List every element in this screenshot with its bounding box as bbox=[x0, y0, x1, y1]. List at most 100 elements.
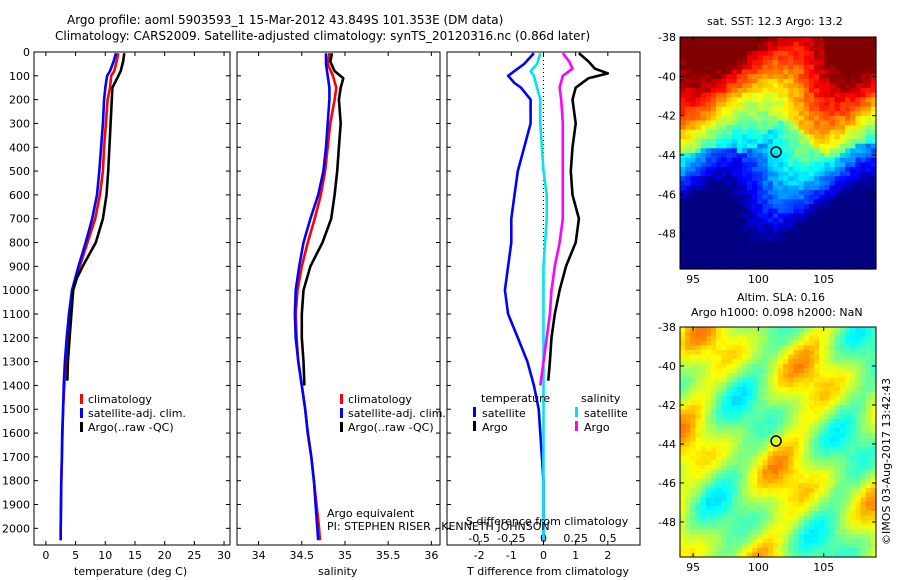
map-cell bbox=[710, 405, 717, 411]
map-cell bbox=[783, 222, 789, 228]
map-cell bbox=[788, 345, 795, 351]
map-cell bbox=[855, 185, 862, 191]
map-cell bbox=[747, 377, 753, 383]
map-cell bbox=[752, 455, 758, 461]
map-cell bbox=[716, 148, 722, 154]
map-cell bbox=[855, 492, 862, 498]
map-cell bbox=[710, 162, 717, 168]
map-cell bbox=[705, 520, 712, 526]
map-cell bbox=[778, 115, 784, 122]
map-cell bbox=[716, 386, 722, 392]
map-cell bbox=[865, 492, 872, 498]
map-cell bbox=[860, 74, 867, 80]
map-cell bbox=[700, 400, 707, 406]
map-cell bbox=[690, 446, 697, 452]
map-cell bbox=[860, 125, 867, 131]
map-cell bbox=[747, 143, 753, 149]
map-cell bbox=[834, 69, 841, 75]
map-cell bbox=[778, 386, 784, 392]
map-cell bbox=[808, 176, 815, 182]
map-cell bbox=[680, 101, 686, 108]
map-cell bbox=[798, 129, 805, 136]
map-cell bbox=[850, 245, 856, 252]
map-cell bbox=[695, 213, 702, 219]
map-cell bbox=[829, 125, 836, 131]
map-cell bbox=[757, 37, 764, 43]
map-cell bbox=[829, 46, 836, 52]
map-cell bbox=[700, 213, 707, 219]
map-cell bbox=[731, 194, 738, 200]
map-cell bbox=[736, 437, 743, 443]
map-cell bbox=[690, 204, 697, 210]
map-cell bbox=[685, 190, 691, 196]
map-cell bbox=[752, 340, 758, 346]
map-cell bbox=[793, 74, 800, 80]
map-cell bbox=[700, 41, 707, 47]
map-cell bbox=[778, 520, 784, 526]
map-cell bbox=[798, 469, 805, 475]
map-cell bbox=[680, 405, 686, 411]
map-cell bbox=[834, 354, 841, 360]
map-cell bbox=[778, 208, 784, 214]
map-cell bbox=[845, 264, 851, 270]
map-cell bbox=[695, 331, 702, 337]
map-cell bbox=[705, 386, 712, 392]
map-cell bbox=[855, 255, 862, 261]
map-cell bbox=[752, 180, 758, 187]
map-cell bbox=[865, 148, 872, 154]
map-cell bbox=[783, 134, 789, 140]
map-cell bbox=[700, 129, 707, 136]
map-cell bbox=[788, 419, 795, 425]
map-cell bbox=[845, 386, 851, 392]
map-cell bbox=[803, 340, 810, 346]
map-cell bbox=[803, 111, 810, 117]
map-cell bbox=[767, 359, 774, 365]
map-cell bbox=[834, 213, 841, 219]
map-cell bbox=[767, 194, 774, 200]
map-cell bbox=[716, 515, 722, 521]
map-cell bbox=[850, 336, 856, 342]
map-cell bbox=[865, 414, 872, 420]
x2tick-label: 0.25 bbox=[563, 532, 588, 545]
map-cell bbox=[726, 166, 733, 173]
map-cell bbox=[690, 83, 697, 89]
map-cell bbox=[860, 37, 867, 43]
map-cell bbox=[778, 134, 784, 140]
map-cell bbox=[860, 488, 867, 494]
map-cell bbox=[824, 520, 831, 526]
map-cell bbox=[752, 419, 758, 425]
map-cell bbox=[705, 488, 712, 494]
map-cell bbox=[772, 506, 779, 512]
map-cell bbox=[726, 409, 733, 415]
map-cell bbox=[839, 55, 846, 61]
map-cell bbox=[788, 217, 795, 224]
map-cell bbox=[814, 125, 820, 131]
map-cell bbox=[741, 60, 748, 66]
map-cell bbox=[721, 217, 728, 224]
map-cell bbox=[762, 382, 769, 388]
map-cell bbox=[700, 524, 707, 530]
map-cell bbox=[793, 180, 800, 187]
map-cell bbox=[803, 101, 810, 108]
map-cell bbox=[793, 368, 800, 374]
map-cell bbox=[736, 176, 743, 182]
map-cell bbox=[808, 474, 815, 480]
map-cell bbox=[680, 354, 686, 360]
map-cell bbox=[762, 336, 769, 342]
map-cell bbox=[783, 231, 789, 238]
map-cell bbox=[721, 524, 728, 530]
map-cell bbox=[824, 106, 831, 112]
map-cell bbox=[819, 41, 826, 47]
map-cell bbox=[741, 446, 748, 452]
map-cell bbox=[762, 245, 769, 252]
map-cell bbox=[808, 241, 815, 247]
map-cell bbox=[870, 185, 877, 191]
map-cell bbox=[865, 97, 872, 103]
map-cell bbox=[845, 46, 851, 52]
map-cell bbox=[824, 148, 831, 154]
map-cell bbox=[705, 478, 712, 484]
map-cell bbox=[721, 74, 728, 80]
map-cell bbox=[695, 327, 702, 333]
map-cell bbox=[685, 419, 691, 425]
map-cell bbox=[803, 524, 810, 530]
